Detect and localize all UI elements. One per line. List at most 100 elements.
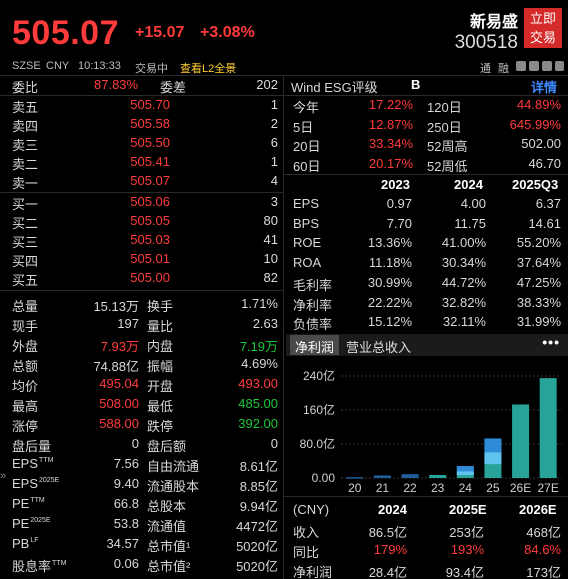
margin-badge[interactable]: 融 bbox=[498, 63, 509, 75]
x-tick-label: 27E bbox=[538, 481, 559, 495]
stat-label: PBLF bbox=[12, 536, 39, 551]
fin-value: 44.72% bbox=[441, 274, 486, 290]
divider bbox=[0, 75, 568, 76]
fin-value: 11.18% bbox=[368, 255, 412, 271]
x-tick-label: 26E bbox=[510, 481, 531, 495]
return-row: 60日 20.17% 52周低 46.70 bbox=[293, 155, 561, 174]
stat-label: PETTM bbox=[12, 496, 45, 511]
fin-value: 0.97 bbox=[386, 196, 412, 211]
ask-row[interactable]: 卖二 505.41 1 bbox=[12, 153, 278, 172]
fin-value: 31.99% bbox=[516, 314, 561, 330]
stat-label: 总股本 bbox=[147, 499, 187, 514]
stat-row: 外盘 7.93万 内盘 7.19万 bbox=[12, 334, 278, 354]
forecast-value: 28.4亿 bbox=[368, 565, 407, 579]
bar-23 bbox=[429, 475, 447, 478]
expand-arrow-icon[interactable]: » bbox=[0, 470, 7, 482]
forecast-value: 93.4亿 bbox=[445, 565, 484, 579]
stat-value: 7.93万 bbox=[100, 339, 139, 354]
bid-label: 买一 bbox=[12, 197, 39, 212]
ask-row[interactable]: 卖五 505.70 1 bbox=[12, 96, 278, 115]
bar-27E bbox=[539, 378, 557, 478]
more-options-icon[interactable]: ••• bbox=[542, 334, 560, 350]
return-label: 今年 bbox=[293, 100, 320, 115]
ask-row[interactable]: 卖四 505.58 2 bbox=[12, 115, 278, 134]
stat-value: 15.13万 bbox=[93, 299, 139, 314]
ask-row[interactable]: 卖一 505.07 4 bbox=[12, 172, 278, 191]
fin-value: 30.99% bbox=[367, 274, 412, 290]
bid-row[interactable]: 买二 505.05 80 bbox=[12, 212, 278, 231]
stat-label: 换手 bbox=[147, 299, 174, 314]
return-label: 52周高 bbox=[427, 139, 468, 154]
stat-value: 485.00 bbox=[238, 396, 278, 411]
return-value: 12.87% bbox=[368, 116, 413, 132]
bid-volume: 41 bbox=[263, 232, 278, 247]
connect-badge[interactable]: 通 bbox=[480, 63, 491, 75]
price-change-pct: +3.08% bbox=[200, 24, 255, 41]
x-tick-label: 24 bbox=[459, 481, 473, 495]
ask-volume: 1 bbox=[270, 97, 278, 112]
bar bbox=[512, 404, 530, 478]
fin-header-2025q3: 2025Q3 bbox=[512, 177, 559, 192]
bid-price: 505.01 bbox=[130, 251, 170, 266]
esg-detail-link[interactable]: 详情 bbox=[530, 80, 557, 95]
trade-now-button[interactable]: 立即 交易 bbox=[524, 8, 562, 48]
ask-volume: 6 bbox=[270, 135, 278, 150]
bar bbox=[456, 466, 474, 478]
stat-value: 34.57 bbox=[106, 536, 139, 551]
bar-21 bbox=[373, 475, 391, 478]
fin-value: 32.82% bbox=[441, 294, 486, 310]
trading-status: 交易中 bbox=[135, 63, 168, 75]
stat-row: 最高 508.00 最低 485.00 bbox=[12, 394, 278, 414]
l2-panorama-link[interactable]: 查看L2全景 bbox=[180, 63, 237, 75]
share-icon bbox=[516, 61, 526, 71]
bid-row[interactable]: 买一 505.06 3 bbox=[12, 193, 278, 212]
x-tick-label: 23 bbox=[431, 481, 445, 495]
stat-value: 197 bbox=[117, 316, 139, 331]
tab-net-profit[interactable]: 净利润 bbox=[290, 335, 340, 355]
bid-row[interactable]: 买三 505.03 41 bbox=[12, 231, 278, 250]
fin-value: 30.34% bbox=[441, 255, 486, 271]
stat-label: 自由流通 bbox=[147, 459, 200, 474]
fin-label: 负债率 bbox=[293, 317, 333, 333]
esg-grade: B bbox=[411, 77, 421, 92]
stat-value: 0 bbox=[131, 436, 139, 451]
stat-value: 2.63 bbox=[252, 316, 278, 331]
stat-label: 开盘 bbox=[147, 379, 174, 394]
stat-value: 493.00 bbox=[238, 376, 278, 391]
fin-label: ROE bbox=[293, 235, 322, 251]
fin-row: EPS 0.97 4.00 6.37 bbox=[293, 195, 561, 214]
ask-row[interactable]: 卖三 505.50 6 bbox=[12, 134, 278, 153]
weicha-label: 委差 bbox=[160, 80, 187, 95]
last-price: 505.07 bbox=[12, 14, 119, 52]
ask-volume: 1 bbox=[270, 154, 278, 169]
ask-label: 卖一 bbox=[12, 176, 39, 191]
forecast-currency: (CNY) bbox=[293, 502, 330, 517]
stat-label: 量比 bbox=[147, 319, 174, 334]
bid-row[interactable]: 买四 505.01 10 bbox=[12, 250, 278, 269]
ask-label: 卖四 bbox=[12, 119, 39, 134]
fin-value: 41.00% bbox=[441, 235, 486, 251]
bid-volume: 3 bbox=[270, 194, 278, 209]
ask-price: 505.41 bbox=[130, 154, 170, 169]
bid-volume: 80 bbox=[263, 213, 278, 228]
fin-row: 净利率 22.22% 32.82% 38.33% bbox=[293, 294, 561, 313]
stat-label: 盘后量 bbox=[12, 439, 52, 454]
stat-value: 4472亿 bbox=[236, 519, 278, 534]
ask-volume: 2 bbox=[270, 116, 278, 131]
return-label: 52周低 bbox=[427, 158, 468, 174]
divider bbox=[284, 95, 568, 96]
stat-label: 流通股本 bbox=[147, 479, 200, 494]
weibi-value: 87.83% bbox=[94, 77, 139, 92]
bid-row[interactable]: 买五 505.00 82 bbox=[12, 269, 278, 288]
divider bbox=[0, 290, 283, 291]
stat-row: 均价 495.04 开盘 493.00 bbox=[12, 374, 278, 394]
stat-label: 均价 bbox=[12, 379, 39, 394]
fin-value: 7.70 bbox=[386, 215, 412, 231]
bell-icon bbox=[542, 61, 552, 71]
x-tick-label: 20 bbox=[348, 481, 362, 495]
fin-header-2024: 2024 bbox=[454, 177, 483, 192]
tab-total-revenue[interactable]: 营业总收入 bbox=[346, 340, 412, 355]
bar bbox=[539, 378, 557, 478]
bid-label: 买五 bbox=[12, 273, 39, 288]
stat-value: 74.88亿 bbox=[93, 359, 139, 374]
